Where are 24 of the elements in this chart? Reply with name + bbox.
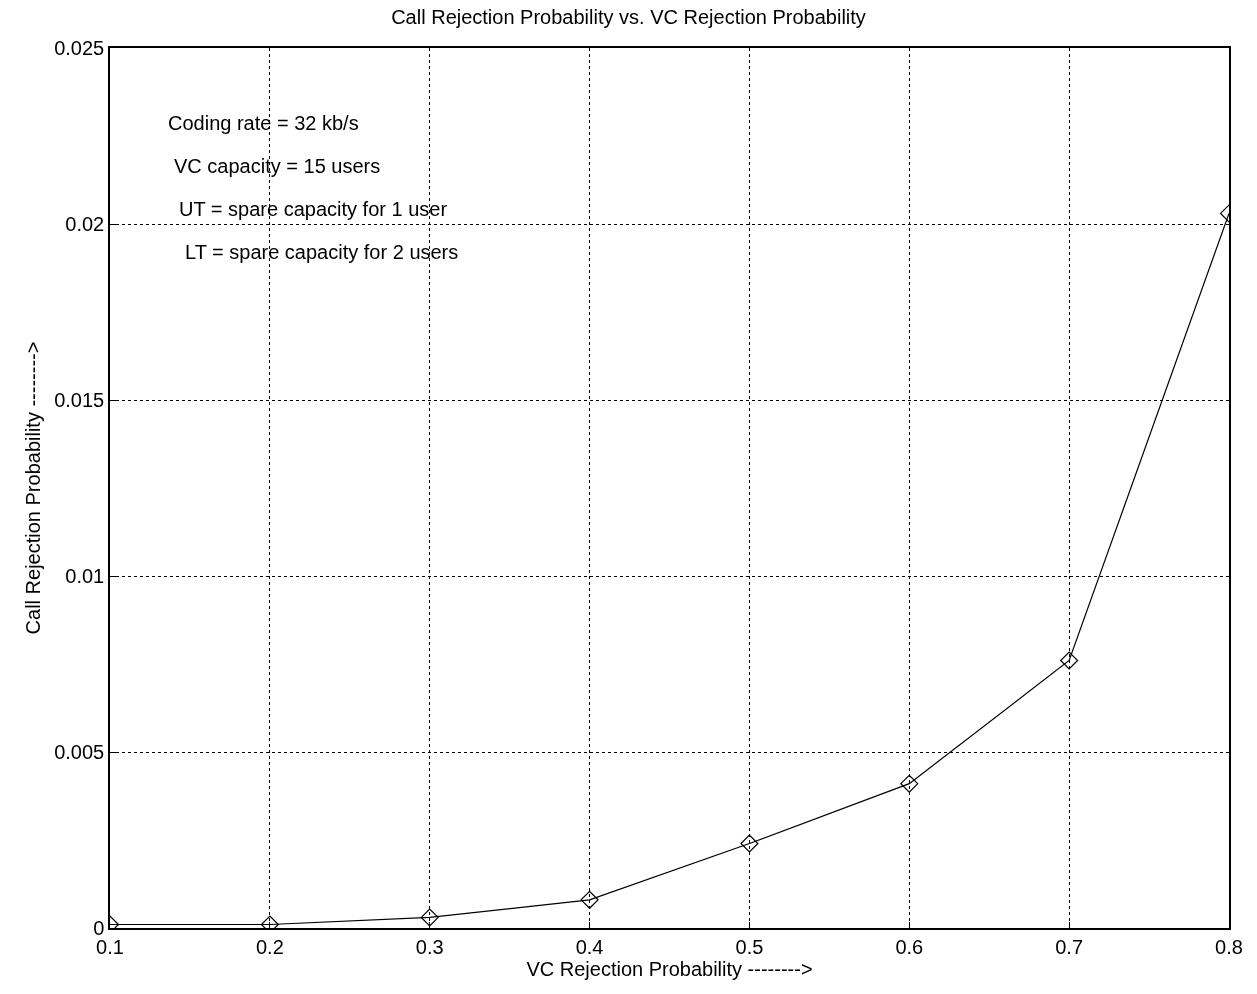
x-tick-label: 0.4 (575, 935, 604, 958)
x-tick-label: 0.2 (255, 935, 284, 958)
annotation: Coding rate = 32 kb/s (168, 112, 359, 134)
y-tick-label: 0.005 (54, 741, 105, 763)
x-tick-label: 0.8 (1215, 935, 1243, 958)
annotation: UT = spare capacity for 1 user (179, 198, 448, 220)
point (420, 908, 439, 927)
point (1060, 651, 1079, 670)
y-axis-title: Call Rejection Probability --------> (22, 341, 45, 635)
annotation: VC capacity = 15 users (174, 155, 381, 177)
y-tick-label: 0.025 (54, 37, 105, 59)
point (740, 834, 759, 853)
y-tick-label: 0.01 (65, 565, 105, 587)
y-tick-label: 0.015 (54, 389, 105, 411)
x-tick-label: 0.6 (895, 935, 924, 958)
point (900, 774, 919, 793)
x-axis-title: VC Rejection Probability --------> (526, 957, 813, 980)
x-tick-label: 0.3 (415, 935, 444, 958)
chart-title: Call Rejection Probability vs. VC Rejection Probability (391, 5, 866, 28)
x-tick-label: 0.7 (1055, 935, 1084, 958)
y-tick-label: 0.02 (65, 213, 105, 235)
point (580, 890, 599, 909)
annotation: LT = spare capacity for 2 users (185, 241, 459, 263)
x-tick-label: 0.5 (735, 935, 764, 958)
